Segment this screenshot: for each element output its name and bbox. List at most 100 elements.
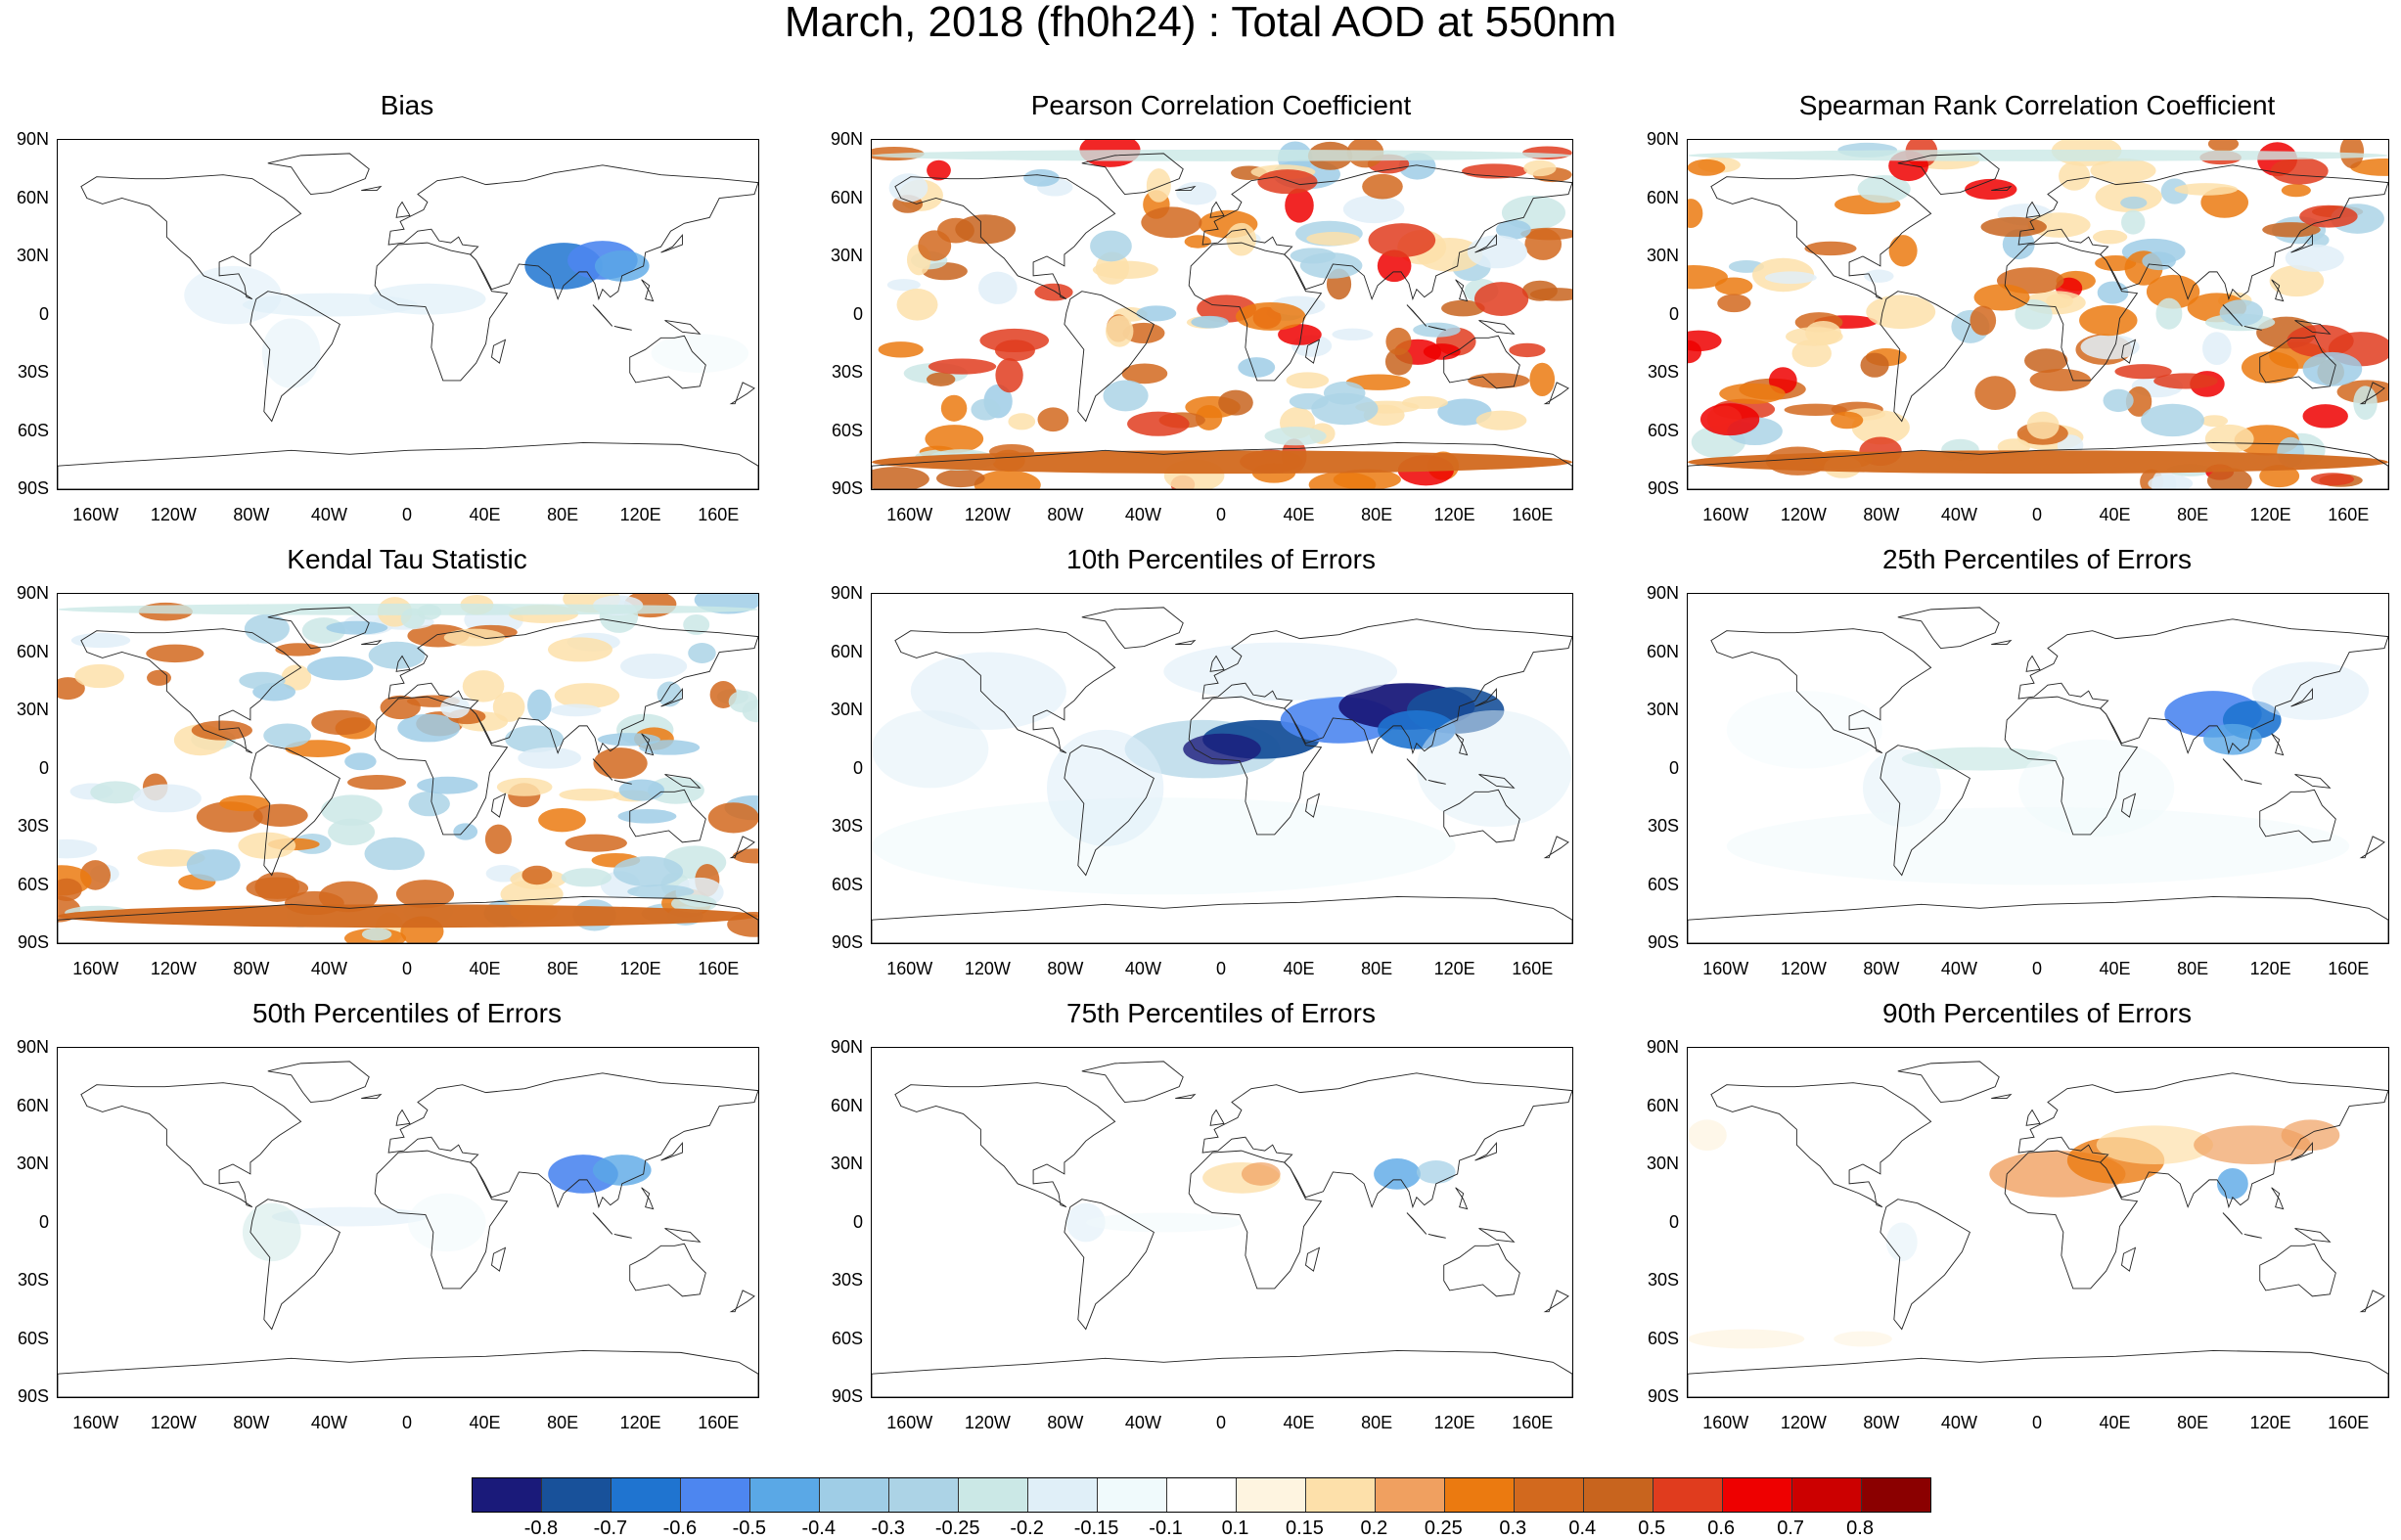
lon-tick-label: 160W: [72, 1413, 119, 1432]
coastline: [361, 639, 383, 646]
field-cell: [58, 603, 758, 615]
coastline: [729, 1290, 755, 1313]
lon-tick-label: 120E: [2249, 505, 2291, 524]
coastline: [1474, 233, 1497, 253]
field-cell: [2153, 373, 2218, 389]
field-cell: [2216, 1167, 2248, 1200]
field-cell: [1264, 427, 1327, 446]
field-cell: [1965, 178, 2017, 201]
lat-tick-label: 30N: [830, 700, 863, 719]
field-cell: [2103, 388, 2134, 413]
colorbar: [472, 1477, 1931, 1513]
field-cell: [617, 808, 677, 824]
field-cell: [1278, 324, 1322, 345]
field-cell: [311, 709, 372, 736]
coastline: [592, 758, 613, 781]
field-cell: [2092, 230, 2128, 245]
coastline: [395, 201, 411, 218]
field-cell: [1342, 195, 1405, 224]
coastline: [872, 1349, 1572, 1397]
lat-tick-label: 30N: [1646, 246, 1679, 265]
field-cell: [1416, 710, 1572, 827]
lat-tick-label: 60S: [17, 1328, 49, 1348]
field-cell: [347, 775, 406, 791]
field-cell: [927, 159, 951, 181]
field-cell: [1885, 1222, 1918, 1262]
panel-title: Pearson Correlation Coefficient: [1030, 90, 1412, 120]
field-cell: [344, 752, 377, 771]
coastline: [2121, 339, 2137, 364]
lon-tick-label: 40E: [1283, 505, 1315, 524]
lon-tick-label: 160E: [1512, 959, 1554, 978]
map-svg: [58, 153, 758, 489]
coastline: [1427, 325, 1446, 331]
coastline: [1443, 789, 1520, 843]
lon-tick-label: 40E: [2099, 959, 2131, 978]
coastline: [1897, 153, 2000, 196]
field-cell: [1980, 216, 2047, 238]
field-cell: [1473, 282, 1529, 316]
field-cell: [1368, 223, 1436, 257]
panel-title: Kendal Tau Statistic: [287, 544, 527, 574]
lat-tick-label: 90N: [1646, 583, 1679, 603]
coastline: [613, 1233, 632, 1239]
field-cell: [1688, 149, 2388, 161]
field-cell: [2285, 244, 2344, 272]
coastline: [1710, 628, 1932, 754]
colorbar-swatch: [612, 1478, 681, 1512]
field-cell: [888, 173, 929, 203]
coastline: [80, 174, 302, 300]
coastline: [2121, 1246, 2137, 1272]
coastline: [2290, 687, 2313, 707]
lat-tick-label: 90S: [831, 1386, 863, 1406]
map-panel: Pearson Correlation Coefficient 90N 60N 30N…: [831, 90, 1573, 557]
map-frame: [57, 1047, 759, 1398]
coastline: [1688, 441, 2388, 489]
coastline: [1188, 696, 1323, 836]
map-panel: Kendal Tau Statistic 90N 60N 30N 0 30S 60S 90S 1…: [17, 544, 759, 1011]
lon-tick-label: 80W: [233, 505, 270, 524]
field-cell: [1688, 199, 1703, 229]
field-cell: [254, 872, 300, 902]
field-cell: [872, 467, 929, 489]
coastline: [361, 185, 383, 192]
field-cell: [926, 372, 956, 386]
field-cell: [2026, 411, 2060, 439]
lat-tick-label: 90S: [1647, 478, 1679, 498]
lon-tick-label: 80W: [1047, 505, 1084, 524]
lon-tick-label: 80E: [2177, 959, 2209, 978]
field-cell: [872, 149, 1572, 161]
colorbar-swatch: [1445, 1478, 1515, 1512]
field-cell: [940, 394, 968, 422]
field-cell: [1860, 352, 1889, 378]
field-cell: [1523, 159, 1557, 177]
field-cell: [2024, 348, 2068, 373]
lon-tick-label: 40E: [2099, 1413, 2131, 1432]
field-cell: [244, 613, 290, 644]
lon-tick-label: 80W: [1863, 505, 1900, 524]
field-cell: [1311, 392, 1379, 426]
field-cell: [648, 776, 704, 804]
lon-tick-label: 0: [1215, 959, 1226, 978]
coastline: [2259, 1243, 2336, 1297]
coastline: [1201, 1072, 1572, 1209]
field-cell: [2299, 204, 2358, 228]
coastline: [2121, 793, 2137, 818]
coastline: [1474, 1141, 1497, 1161]
lat-tick-label: 60S: [17, 874, 49, 894]
coastline: [894, 174, 1116, 300]
lon-tick-label: 0: [401, 505, 412, 524]
field-cell: [2302, 404, 2348, 429]
lat-tick-label: 60S: [1647, 420, 1679, 440]
field-cell: [1468, 373, 1530, 388]
coastline: [1209, 655, 1225, 672]
field-cell: [1191, 315, 1229, 329]
coastline: [2222, 1212, 2243, 1235]
field-cell: [1717, 294, 1751, 313]
lat-tick-label: 60N: [830, 187, 863, 207]
lon-tick-label: 120W: [150, 1413, 197, 1432]
coastline: [1064, 1199, 1155, 1331]
field-cell: [2207, 140, 2240, 153]
field-cell: [872, 797, 1456, 895]
field-cell: [1688, 265, 1728, 290]
